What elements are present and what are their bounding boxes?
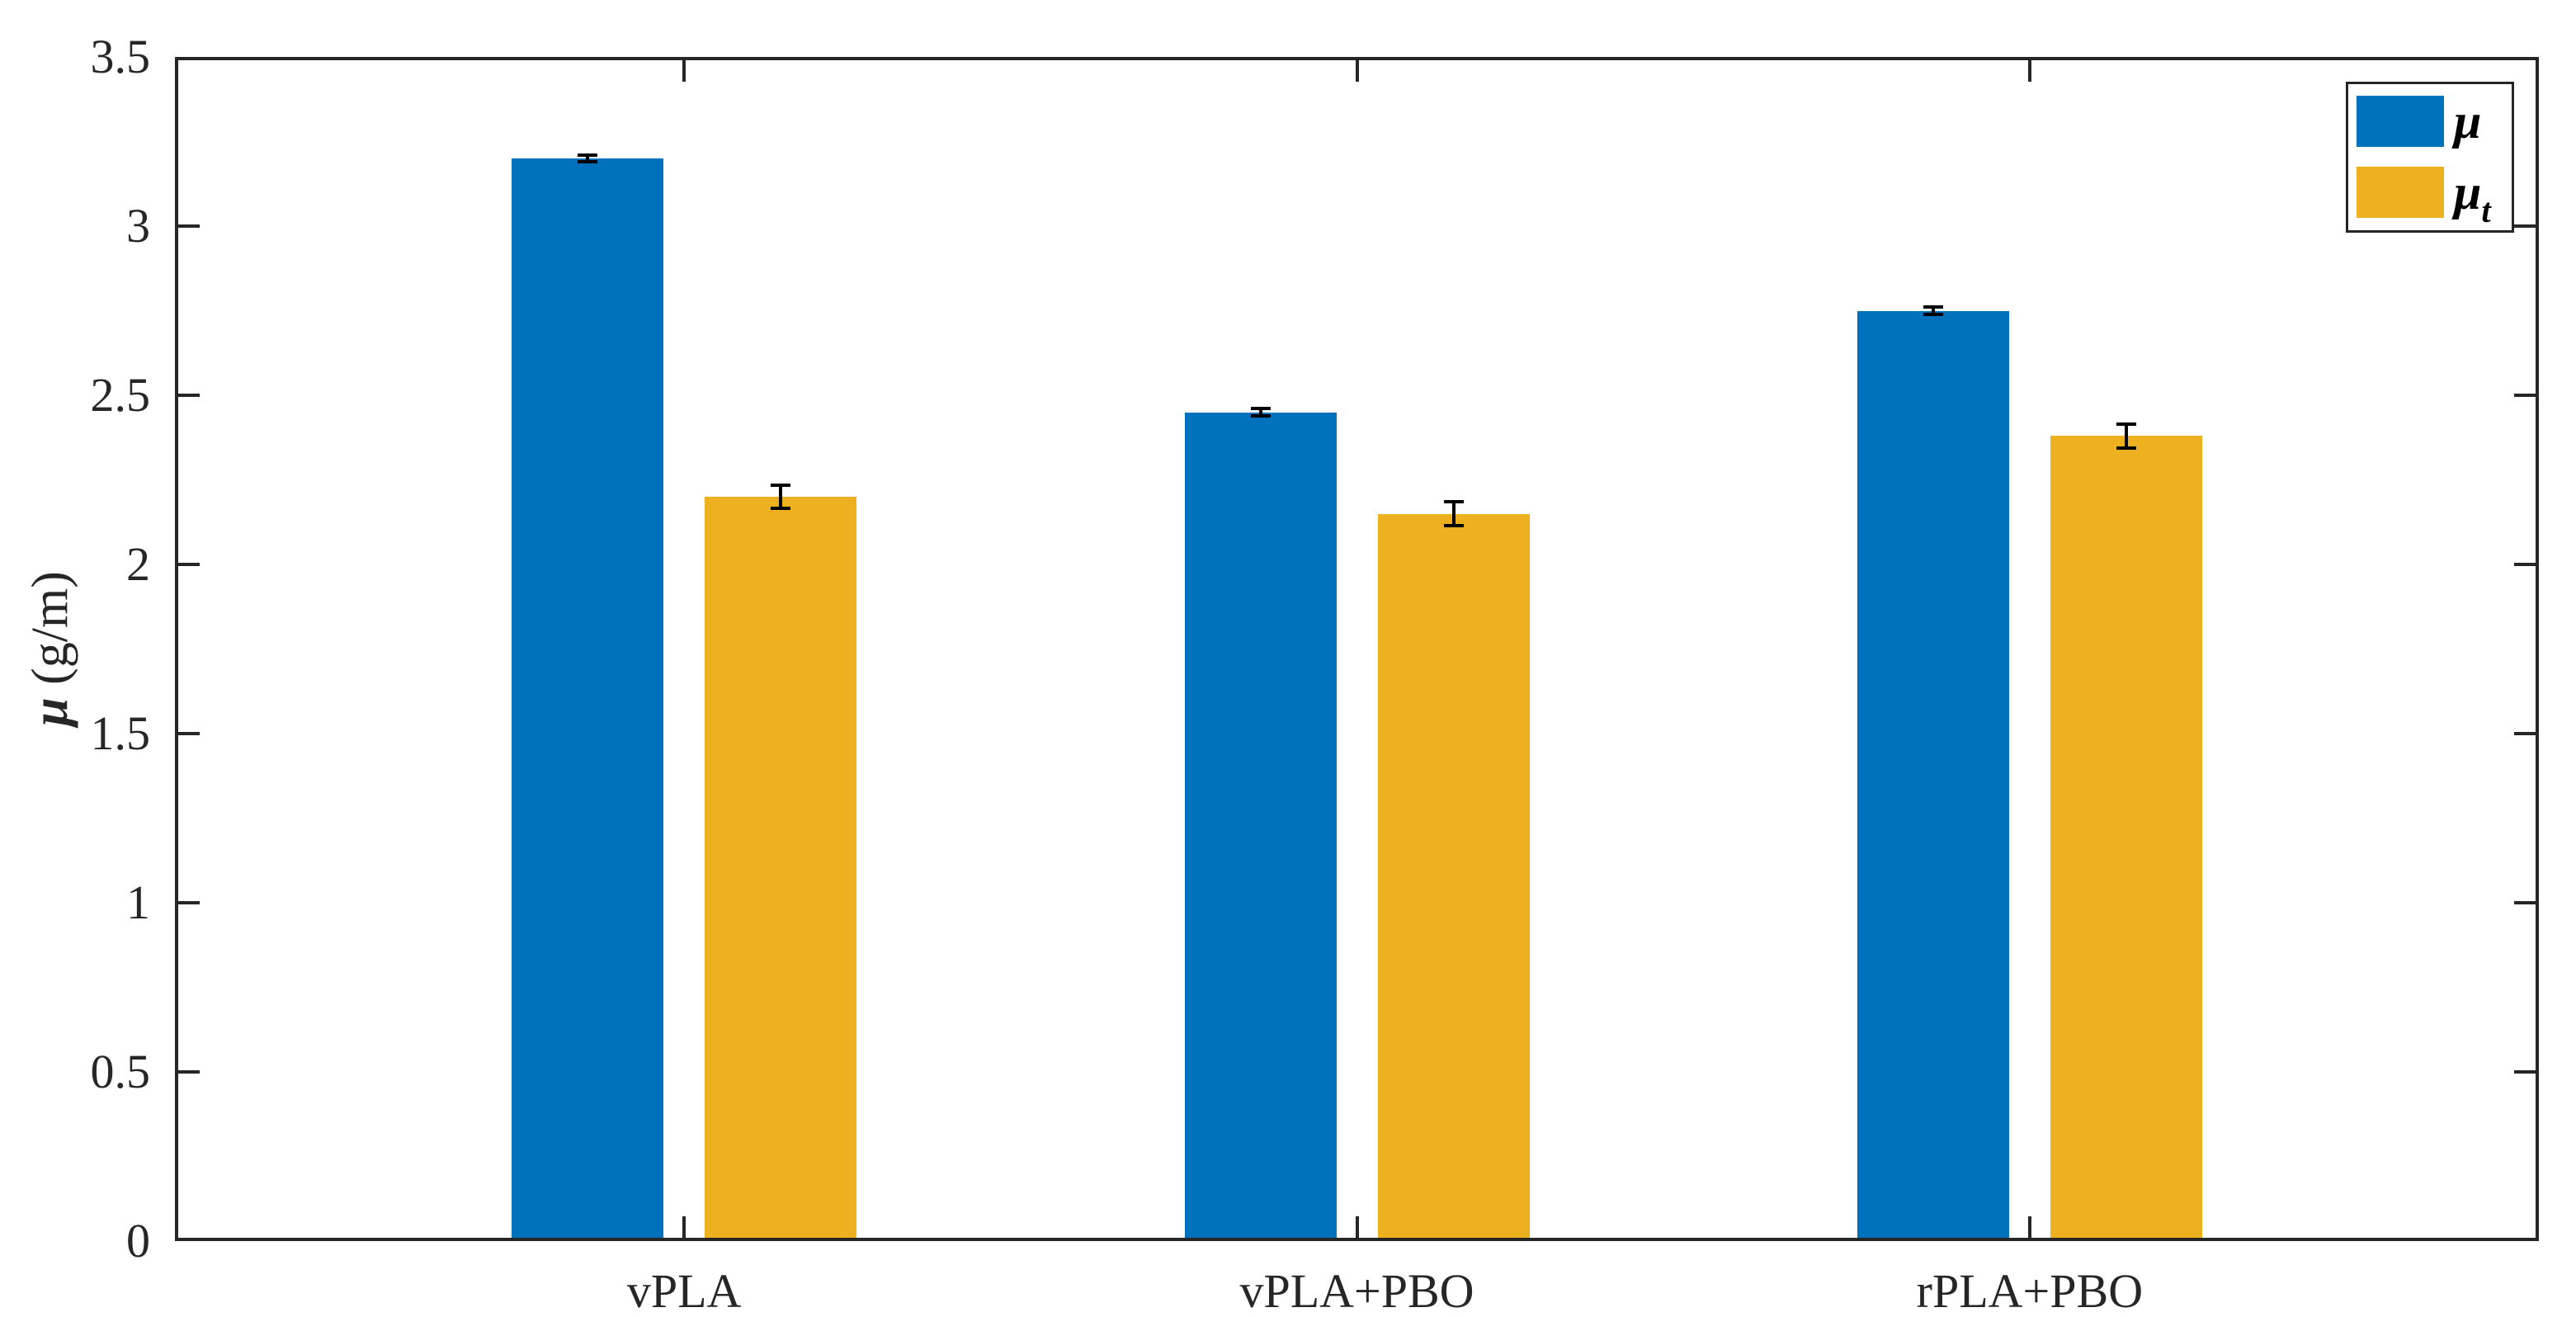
bar [705,497,857,1238]
y-tick-left [178,563,200,566]
y-tick-label: 3.5 [90,30,151,83]
y-tick-label: 0.5 [90,1045,151,1098]
error-bar-cap [1250,407,1271,411]
x-tick-bottom [1355,1216,1359,1238]
y-tick-label: 1 [126,876,150,929]
error-bar-cap [771,507,791,511]
y-tick-label: 2 [126,537,150,591]
y-tick-right [2514,563,2536,566]
error-bar-cap [771,483,791,487]
error-bar-line [1451,502,1455,526]
x-tick-bottom [2027,1216,2031,1238]
legend-label: μ [2454,94,2482,149]
y-tick-right [2514,394,2536,397]
error-bar-line [586,154,590,163]
x-tick-top [2027,60,2031,82]
error-bar-cap [1250,413,1271,418]
y-tick-right [2514,224,2536,228]
error-bar-cap [1443,523,1464,527]
plot-area [175,57,2539,1241]
error-bar-line [2124,423,2128,448]
error-bar-line [1258,408,1262,416]
y-tick-left [178,394,200,397]
bar [1377,513,1530,1238]
x-tick-label: rPLA+PBO [1916,1264,2144,1317]
error-bar-line [779,484,783,509]
legend-label: μt [2454,165,2491,230]
error-bar-line [1931,307,1935,314]
bar [1857,310,2009,1238]
bar [512,158,664,1238]
y-tick-label: 3 [126,199,150,253]
x-tick-label: vPLA+PBO [1239,1264,1474,1317]
y-tick-label: 0 [126,1214,150,1267]
y-tick-right [2514,901,2536,904]
y-tick-label: 2.5 [90,368,151,422]
error-bar-cap [1923,305,1943,309]
legend-swatch [2357,167,2444,218]
error-bar-cap [1923,312,1943,316]
legend: μ μt [2346,82,2514,233]
error-bar-cap [1443,500,1464,504]
y-tick-left [178,224,200,228]
x-tick-top [1355,60,1359,82]
error-bar-cap [2116,422,2136,426]
bar [1184,412,1337,1238]
y-tick-left [178,1070,200,1074]
y-tick-label: 1.5 [90,706,151,760]
y-tick-right [2514,732,2536,735]
y-tick-left [178,732,200,735]
x-tick-top [682,60,686,82]
y-tick-left [178,901,200,904]
error-bar-cap [578,153,598,157]
error-bar-cap [2116,446,2136,450]
bar [2050,436,2202,1238]
legend-swatch [2357,96,2444,147]
error-bar-cap [578,160,598,164]
y-tick-right [2514,1070,2536,1074]
x-tick-label: vPLA [626,1264,742,1317]
x-tick-bottom [682,1216,686,1238]
